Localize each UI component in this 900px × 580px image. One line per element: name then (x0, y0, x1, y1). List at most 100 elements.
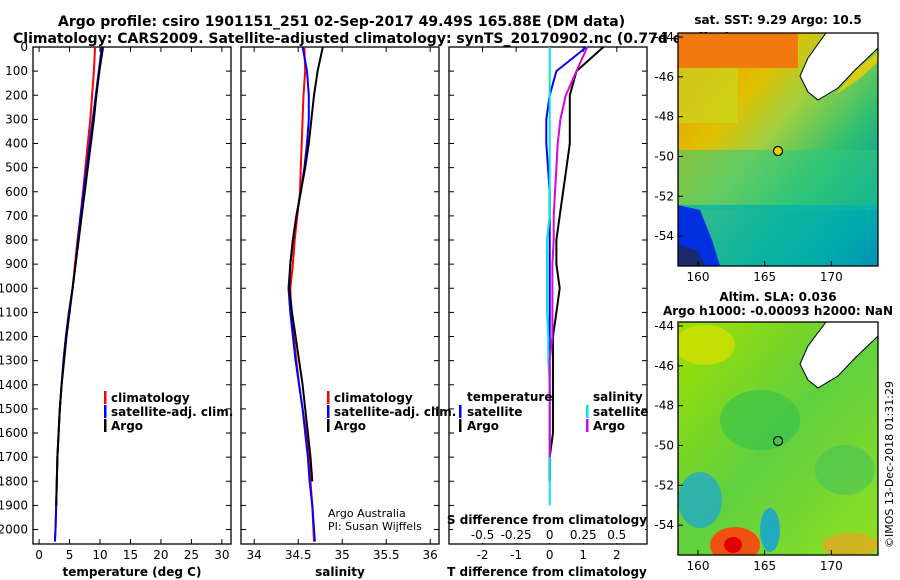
sst-green-band (678, 150, 878, 210)
map-lat-label: -52 (654, 478, 674, 492)
x-tick-label: 25 (184, 548, 199, 562)
legend-climatology-label: climatology (111, 391, 190, 405)
sla-map-frame (677, 321, 879, 556)
sla-blue-blob (678, 472, 722, 528)
s-difference-ticks: -0.5 -0.25 0 0.25 0.5 (471, 528, 626, 542)
x-tick-label: 0 (546, 548, 554, 562)
sla-map: Altim. SLA: 0.036 Argo h1000: -0.00093 h… (654, 290, 893, 573)
map-lat-label: -50 (654, 438, 674, 452)
sst-map-title: sat. SST: 9.29 Argo: 10.5 (694, 13, 861, 27)
x-tick-label: 34 (247, 548, 262, 562)
temperature-panel-frame (32, 46, 232, 545)
sst-land-mass (799, 33, 878, 101)
legend-salinity-title: salinity (593, 390, 643, 404)
depth-tick-label: 500 (5, 161, 28, 175)
depth-tick-label: 0 (20, 40, 28, 54)
depth-axis: 0 100 200 300 400 500 600 700 800 900 1000 1100 1200… (0, 40, 28, 537)
x-tick-label: 20 (153, 548, 168, 562)
depth-tick-label: 2000 (0, 523, 28, 537)
legend-s-argo-label: Argo (593, 419, 625, 433)
x-tick-label: 30 (214, 548, 229, 562)
sla-land-mass (799, 322, 878, 389)
x-tick-label: 5 (66, 548, 74, 562)
series-line-satellite-adj-clim- (53, 46, 103, 542)
sst-map: sat. SST: 9.29 Argo: 10.5 160 165 170 -44 -4… (654, 13, 879, 284)
legend-t-argo-label: Argo (467, 419, 499, 433)
x-tick-label: 0 (35, 548, 43, 562)
legend-s-satellite-label: satellite (593, 405, 648, 419)
map-lat-label: -52 (654, 189, 674, 203)
sla-map-field (678, 322, 878, 555)
map-lat-label: -44 (654, 30, 674, 44)
map-lat-label: -46 (654, 70, 674, 84)
t-difference-xlabel: T difference from climatology (447, 565, 647, 579)
legend-t-argo-swatch (459, 419, 462, 432)
salinity-xlabel: salinity (315, 565, 365, 579)
temperature-panel: 0 5 10 15 20 25 30 temperature (deg C) climato… (32, 46, 233, 579)
legend-satellite-swatch (104, 405, 107, 418)
x-tick-label: -1 (510, 548, 522, 562)
difference-panel-frame (448, 46, 648, 545)
legend-argo-swatch (327, 419, 330, 432)
temperature-xlabel: temperature (deg C) (63, 565, 202, 579)
sla-argo-marker (772, 435, 784, 447)
sla-hot-core (724, 537, 742, 553)
depth-tick-label: 700 (5, 209, 28, 223)
depth-tick-label: 1000 (0, 281, 28, 295)
temperature-legend: climatology satellite-adj. clim. Argo (104, 391, 233, 433)
map-lat-label: -46 (654, 359, 674, 373)
legend-s-satellite-swatch (586, 405, 589, 418)
sst-map-frame (677, 32, 879, 267)
salinity-legend: climatology satellite-adj. clim. Argo (327, 391, 456, 433)
depth-tick-label: 1500 (0, 402, 28, 416)
x-tick-label: 36 (423, 548, 438, 562)
title-line-2: Climatology: CARS2009. Satellite-adjuste… (13, 31, 731, 47)
map-lon-label: 165 (753, 559, 776, 573)
credit-text: Argo Australia (328, 507, 406, 520)
depth-tick-label: 100 (5, 64, 28, 78)
s-difference-tick-label: 0.5 (607, 528, 626, 542)
series-line-argo (548, 46, 605, 482)
x-tick-label: 15 (123, 548, 138, 562)
map-lat-label: -54 (654, 229, 674, 243)
legend-temperature-title: temperature (467, 390, 552, 404)
sst-coldest-patch (678, 245, 706, 266)
depth-tick-label: 900 (5, 257, 28, 271)
x-tick-label: 35.5 (373, 548, 400, 562)
difference-plot: -2 -1 0 1 2 (449, 46, 647, 562)
legend-climatology-label: climatology (334, 391, 413, 405)
sla-yellow-blob (678, 325, 735, 365)
sla-map-subtitle: Argo h1000: -0.00093 h2000: NaN (663, 304, 893, 318)
map-lat-label: -48 (654, 399, 674, 413)
x-tick-label: 34.5 (285, 548, 312, 562)
x-tick-label: 2 (613, 548, 621, 562)
depth-tick-label: 200 (5, 88, 28, 102)
depth-tick-label: 1300 (0, 354, 28, 368)
sst-map-ticks: 160 165 170 -44 -46 -48 -50 -52 -54 (654, 30, 842, 284)
series-line-argo (548, 46, 589, 458)
depth-tick-label: 1600 (0, 426, 28, 440)
sst-warm-patch (678, 33, 798, 68)
series-line-argo (55, 46, 105, 506)
s-difference-tick-label: 0.25 (570, 528, 597, 542)
legend-argo-label: Argo (111, 419, 143, 433)
difference-panel: -2 -1 0 1 2 T difference from climatology S … (447, 46, 648, 579)
legend-climatology-swatch (104, 391, 107, 404)
depth-tick-label: 1400 (0, 378, 28, 392)
map-lat-label: -48 (654, 110, 674, 124)
depth-tick-label: 1700 (0, 450, 28, 464)
sst-map-field (678, 33, 878, 266)
map-lon-label: 170 (820, 270, 843, 284)
depth-tick-label: 1200 (0, 330, 28, 344)
legend-argo-label: Argo (334, 419, 366, 433)
map-lon-label: 165 (753, 270, 776, 284)
sst-argo-marker (772, 145, 784, 157)
secondary-axis-backdrop (453, 509, 645, 543)
legend-satellite-label: satellite-adj. clim. (111, 405, 233, 419)
depth-tick-label: 1100 (0, 305, 28, 319)
sla-map-ticks: 160 165 170 -44 -46 -48 -50 -52 -54 (654, 319, 842, 573)
map-lon-label: 160 (687, 559, 710, 573)
map-lat-label: -50 (654, 149, 674, 163)
depth-tick-label: 600 (5, 185, 28, 199)
